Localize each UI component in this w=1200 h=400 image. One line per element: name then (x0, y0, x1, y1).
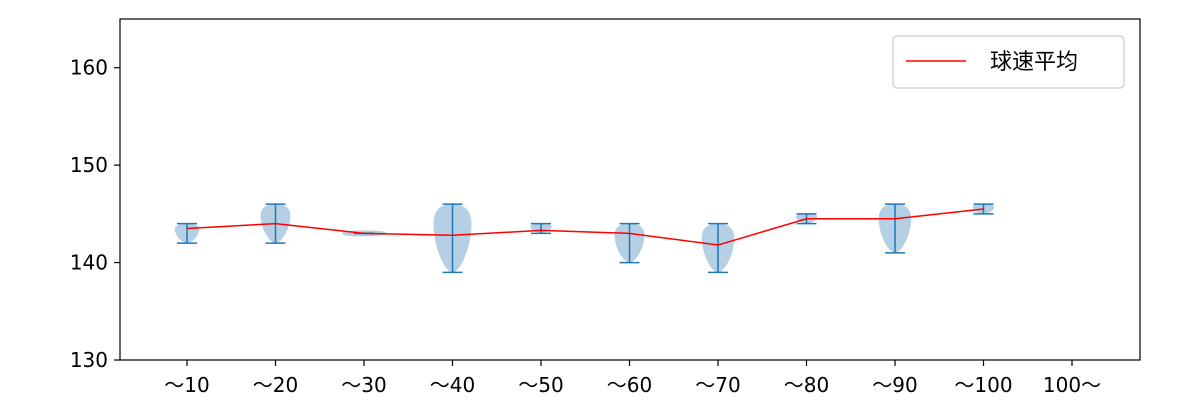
y-tick-label: 160 (70, 56, 108, 80)
x-tick-label: 〜90 (872, 373, 917, 397)
x-tick-label: 100〜 (1043, 373, 1101, 397)
whiskers-layer (177, 203, 994, 274)
y-tick-label: 130 (70, 348, 108, 372)
x-tick-label: 〜100 (954, 373, 1012, 397)
x-tick-label: 〜10 (164, 373, 209, 397)
x-axis: 〜10 〜20 〜30 〜40 〜50 〜60 〜70 〜80 〜90 〜100 100〜 (164, 360, 1101, 397)
x-tick-label: 〜50 (518, 373, 563, 397)
violins-layer (174, 204, 995, 273)
legend: 球速平均 (892, 35, 1125, 89)
legend-label-mean: 球速平均 (990, 50, 1078, 75)
x-tick-label: 〜70 (695, 373, 740, 397)
x-tick-label: 〜60 (607, 373, 652, 397)
x-tick-label: 〜40 (430, 373, 475, 397)
y-tick-label: 150 (70, 153, 108, 177)
legend-box (892, 35, 1125, 89)
mean-line-layer (186, 208, 984, 246)
mean-line-series (186, 208, 984, 246)
x-tick-label: 〜80 (784, 373, 829, 397)
x-tick-label: 〜20 (253, 373, 298, 397)
x-tick-label: 〜30 (341, 373, 386, 397)
y-axis: 130 140 150 160 (70, 56, 120, 372)
y-tick-label: 140 (70, 251, 108, 275)
